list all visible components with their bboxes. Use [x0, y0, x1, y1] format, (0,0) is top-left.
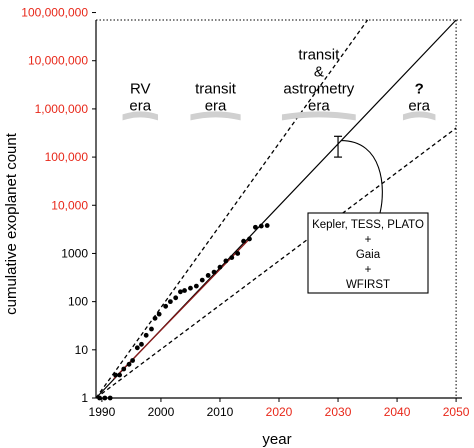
x-tick-label: 2050: [443, 405, 470, 419]
data-point: [102, 395, 108, 401]
x-tick-label: 2010: [207, 405, 234, 419]
y-tick-label: 100: [68, 295, 88, 309]
y-tick-label: 100,000,000: [21, 6, 88, 20]
data-point: [182, 288, 187, 293]
data-point: [178, 289, 183, 295]
era-label-line: transit: [195, 80, 237, 97]
data-point: [211, 269, 217, 275]
annotation-line: WFIRST: [346, 279, 390, 291]
y-tick-label: 10: [75, 343, 89, 357]
data-point: [107, 395, 113, 401]
annotation-line: +: [365, 234, 372, 246]
y-tick-label: 1000: [61, 246, 88, 260]
data-point: [113, 372, 118, 378]
data-point: [134, 345, 140, 351]
era-label-line: ?: [415, 80, 424, 97]
y-tick-label: 1: [81, 391, 88, 405]
data-point: [193, 283, 199, 289]
era-shade: [190, 111, 241, 121]
era-label-line: era: [308, 97, 330, 114]
data-point: [229, 255, 235, 261]
x-tick-label: 2020: [266, 405, 293, 419]
era-label-line: era: [129, 97, 151, 114]
era-shade: [281, 111, 356, 121]
upper-bound-line: [95, 19, 369, 399]
era-shade: [122, 111, 158, 121]
era-label: ? era: [408, 80, 430, 114]
data-point: [167, 299, 173, 305]
data-point: [156, 311, 162, 317]
era-label-line: astrometry: [283, 80, 354, 97]
data-point: [264, 223, 270, 228]
era-label-line: transit: [298, 46, 340, 63]
data-point: [173, 295, 179, 301]
annotation-connector: [341, 140, 383, 214]
y-tick-label: 100,000: [45, 150, 89, 164]
y-tick-label: 10,000,000: [28, 54, 88, 68]
data-point: [252, 224, 258, 230]
annotation-line: Kepler, TESS, PLATO: [312, 219, 424, 231]
data-point: [117, 372, 123, 378]
data-point: [205, 273, 211, 278]
annotation-line: +: [365, 264, 372, 276]
data-point: [241, 238, 246, 244]
data-point: [163, 303, 169, 309]
x-tick-label: 1990: [89, 405, 116, 419]
annotation-box: [307, 212, 429, 294]
y-axis-title: cumulative exoplanet count: [3, 132, 20, 315]
data-point: [152, 315, 158, 321]
x-tick-label: 2030: [325, 405, 352, 419]
data-point: [121, 366, 127, 372]
data-point: [143, 332, 149, 338]
data-point: [235, 251, 241, 256]
era-label-line: RV: [130, 80, 151, 97]
data-point: [149, 326, 154, 332]
lower-bound-line: [95, 127, 457, 399]
x-axis-title: year: [262, 431, 291, 448]
data-point: [199, 277, 205, 283]
data-point: [130, 358, 136, 363]
x-tick-label: 2000: [148, 405, 175, 419]
data-point: [223, 258, 229, 264]
era-label-line: &: [314, 63, 324, 80]
x-tick-label: 2040: [384, 405, 411, 419]
era-label-line: era: [205, 97, 227, 114]
data-point: [97, 395, 102, 401]
era-label-line: era: [408, 97, 430, 114]
era-label: transit & astrometry era: [283, 46, 354, 114]
data-point: [188, 285, 193, 291]
data-point: [126, 361, 132, 367]
era-label: transit era: [195, 80, 237, 114]
fit-segment: [113, 238, 250, 380]
data-point: [247, 236, 252, 242]
data-point: [139, 341, 144, 347]
era-label: RV era: [129, 80, 151, 114]
y-tick-label: 10,000: [51, 198, 88, 212]
data-point: [217, 264, 223, 270]
data-point: [258, 223, 264, 229]
era-shade: [402, 111, 436, 121]
y-tick-label: 1,000,000: [35, 102, 89, 116]
annotation-line: Gaia: [356, 249, 381, 261]
